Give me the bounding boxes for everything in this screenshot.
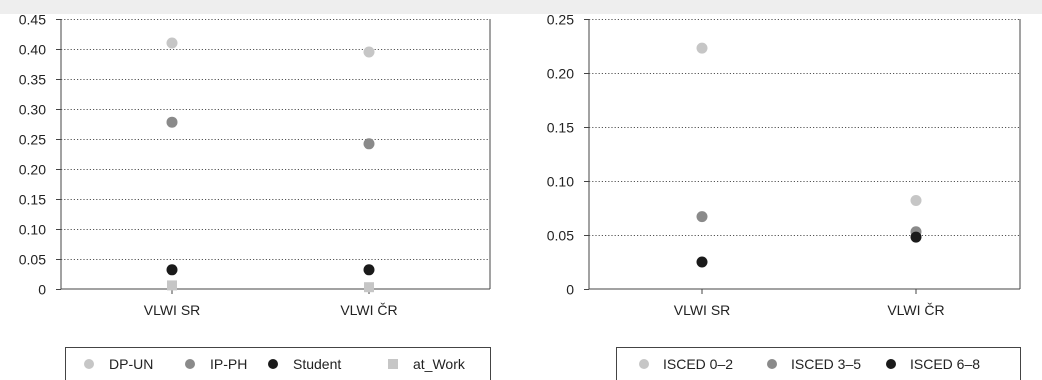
legend-label: ISCED 0–2	[663, 356, 733, 372]
y-tick-label: 0.45	[19, 12, 46, 28]
legend-label: IP-PH	[210, 356, 247, 372]
data-point	[363, 264, 375, 276]
y-tick-label: 0.20	[547, 66, 574, 82]
data-point	[363, 46, 375, 58]
y-tick-label: 0	[566, 282, 574, 298]
x-tick-label: VLWI ČR	[887, 302, 944, 318]
data-point	[696, 256, 708, 268]
y-tick-label: 0.35	[19, 72, 46, 88]
legend-marker	[639, 359, 649, 369]
data-point	[696, 42, 708, 54]
y-tick-label: 0.10	[19, 222, 46, 238]
legend-label: ISCED 6–8	[910, 356, 980, 372]
y-tick-label: 0.05	[547, 228, 574, 244]
data-point	[910, 231, 922, 243]
data-point	[166, 116, 178, 128]
data-point-square	[167, 280, 177, 291]
x-tick-label: VLWI ČR	[340, 302, 397, 318]
legend-box	[616, 347, 1021, 380]
y-tick-label: 0.25	[19, 132, 46, 148]
y-tick-label: 0.25	[547, 12, 574, 28]
legend-marker	[185, 359, 195, 369]
legend-marker	[886, 359, 896, 369]
y-tick-label: 0.05	[19, 252, 46, 268]
data-point-square	[364, 282, 374, 293]
data-point	[166, 264, 178, 276]
x-tick-label: VLWI SR	[674, 302, 731, 318]
y-tick-label: 0.30	[19, 102, 46, 118]
y-tick-label: 0	[38, 282, 46, 298]
legend-marker	[84, 359, 94, 369]
data-point	[363, 138, 375, 150]
legend-marker-square	[388, 359, 398, 369]
legend-marker	[767, 359, 777, 369]
data-point	[696, 211, 708, 223]
x-tick-label: VLWI SR	[144, 302, 201, 318]
y-tick-label: 0.15	[547, 120, 574, 136]
legend-label: Student	[293, 356, 341, 372]
legend-marker	[268, 359, 278, 369]
chart-2: 0 0.05 0.10 0.15 0.20 0.25 VLWI SR VLWI ČR ISCED…	[547, 12, 1021, 380]
y-tick-label: 0.40	[19, 42, 46, 58]
data-point	[166, 37, 178, 49]
legend-label: ISCED 3–5	[791, 356, 861, 372]
legend-label: at_Work	[413, 356, 466, 372]
y-tick-label: 0.15	[19, 192, 46, 208]
y-tick-label: 0.20	[19, 162, 46, 178]
data-point	[910, 194, 922, 206]
y-tick-label: 0.10	[547, 174, 574, 190]
legend-label: DP-UN	[109, 356, 153, 372]
top-band	[0, 0, 1042, 14]
chart-1: 0 0.05 0.10 0.15 0.20 0.25 0.30 0.35 0.40 0.45 VLW…	[19, 12, 491, 380]
legend-box	[65, 347, 491, 380]
